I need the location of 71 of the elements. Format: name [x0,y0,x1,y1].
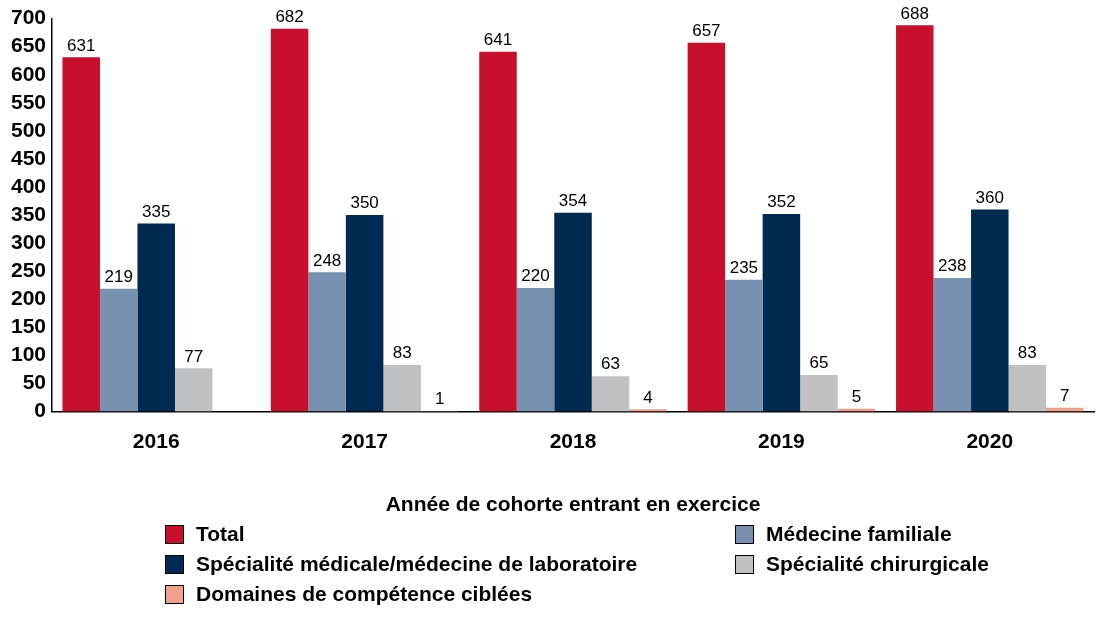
bar [137,223,175,412]
legend-label: Médecine familiale [766,522,952,546]
bar [308,272,346,412]
y-tick-label: 200 [10,286,47,310]
data-label: 657 [692,20,721,40]
x-tick-label: 2020 [966,429,1014,452]
bar [591,376,630,412]
data-label: 354 [558,191,588,211]
bar [62,57,100,412]
x-tick-label: 2018 [549,429,597,452]
y-tick-label: 650 [10,33,47,57]
data-label: 235 [729,257,759,277]
data-label: 83 [392,343,412,363]
data-label: 238 [938,256,967,276]
bar [516,288,555,412]
bar [270,28,309,412]
y-tick-label: 350 [10,201,47,225]
bar [1008,365,1047,412]
x-axis-title: Année de cohorte entrant en exercice [385,492,761,516]
legend-label: Spécialité médicale/médecine de laboratoire [196,552,638,576]
legend-label: Total [196,522,245,546]
x-tick-label: 2019 [758,429,805,452]
data-label: 4 [643,387,653,407]
y-tick-label: 50 [22,370,47,394]
y-tick-label: 600 [10,61,47,85]
data-label: 641 [483,29,513,49]
data-label: 1 [434,389,445,409]
bar [629,409,667,412]
data-label: 335 [142,201,171,221]
data-label: 350 [350,193,379,213]
bar [554,212,592,412]
bar [762,213,801,412]
bar [99,288,138,412]
data-label: 219 [104,266,133,286]
bar [800,375,838,412]
bar [383,365,421,412]
y-tick-label: 300 [10,229,47,253]
data-label: 83 [1017,343,1037,363]
data-label: 248 [312,250,342,270]
y-tick-label: 150 [10,314,47,338]
bar [345,215,384,412]
data-label: 7 [1060,385,1070,405]
y-tick-label: 450 [10,145,47,169]
y-tick-label: 400 [10,173,47,197]
y-tick-label: 500 [10,117,47,141]
bar [174,368,213,412]
data-label: 352 [767,192,796,212]
legend-label: Domaines de compétence ciblées [196,582,533,606]
data-label: 5 [851,386,862,406]
data-label: 682 [275,6,304,26]
data-label: 220 [521,266,550,286]
y-tick-label: 550 [10,89,47,113]
bar [971,209,1009,412]
data-label: 631 [67,35,96,55]
x-tick-label: 2016 [132,429,180,452]
data-label: 360 [975,187,1004,207]
y-tick-label: 250 [10,258,47,282]
bar [896,25,934,412]
y-tick-label: 100 [10,342,47,366]
data-label: 77 [184,346,204,366]
y-tick-label: 700 [10,5,47,29]
legend-label: Spécialité chirurgicale [766,552,989,576]
bar [687,42,726,412]
bar [933,277,972,412]
data-label: 65 [809,353,829,373]
x-tick-label: 2017 [341,429,388,452]
bar [725,279,763,412]
data-label: 63 [601,354,620,374]
data-label: 688 [900,3,929,23]
bar [479,51,517,412]
y-tick-label: 0 [34,398,47,422]
